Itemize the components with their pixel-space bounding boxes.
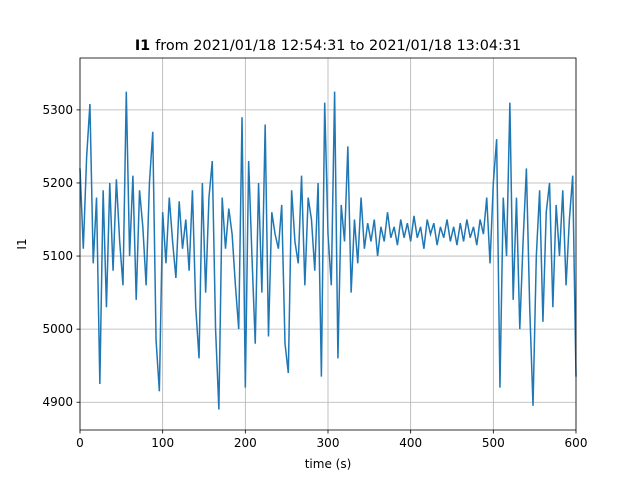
data-line xyxy=(79,91,577,410)
x-tick-label: 200 xyxy=(234,436,257,450)
x-tick-label: 500 xyxy=(482,436,505,450)
y-tick-label: 5200 xyxy=(42,176,73,190)
y-tick-label: 4900 xyxy=(42,395,73,409)
chart-title: I1 from 2021/01/18 12:54:31 to 2021/01/18… xyxy=(135,38,521,54)
y-tick-label: 5100 xyxy=(42,249,73,263)
x-tick-label: 300 xyxy=(317,436,340,450)
y-tick-label: 5300 xyxy=(42,103,73,117)
plot-frame xyxy=(79,57,577,431)
title-bold: I1 xyxy=(135,38,150,54)
y-tick-label: 5000 xyxy=(42,322,73,336)
x-axis-label: time (s) xyxy=(305,457,352,471)
title-text: from 2021/01/18 12:54:31 to 2021/01/18 1… xyxy=(155,38,521,54)
x-tick-label: 0 xyxy=(76,436,84,450)
x-tick-label: 600 xyxy=(565,436,588,450)
x-tick-label: 400 xyxy=(399,436,422,450)
x-tick-label: 100 xyxy=(151,436,174,450)
y-axis-label: I1 xyxy=(15,238,29,249)
